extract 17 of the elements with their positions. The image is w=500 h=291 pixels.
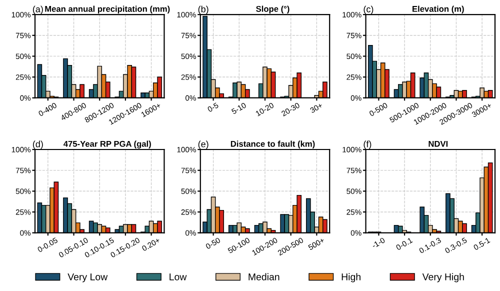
chart-title: Slope (°) xyxy=(256,6,290,14)
text: (d) xyxy=(32,140,43,150)
legend-label: High xyxy=(342,273,360,282)
chart-title: NDVI xyxy=(428,140,448,147)
text: (c) xyxy=(364,6,374,14)
legend-label: Median xyxy=(248,273,280,280)
legend-label: Very Low xyxy=(68,274,108,282)
legend-label: Low xyxy=(170,274,187,280)
text: (f) xyxy=(364,140,372,150)
text: (e) xyxy=(198,140,208,150)
chart-title: Mean annual precipitation (mm) xyxy=(45,6,170,14)
text: (b) xyxy=(198,6,208,14)
chart-title: Elevation (m) xyxy=(412,6,464,14)
chart-title: Distance to fault (km) xyxy=(230,140,315,148)
legend-label: Very High xyxy=(422,273,464,282)
chart-title: 475-Year RP PGA (gal) xyxy=(63,140,151,148)
text: (a) xyxy=(32,6,43,14)
